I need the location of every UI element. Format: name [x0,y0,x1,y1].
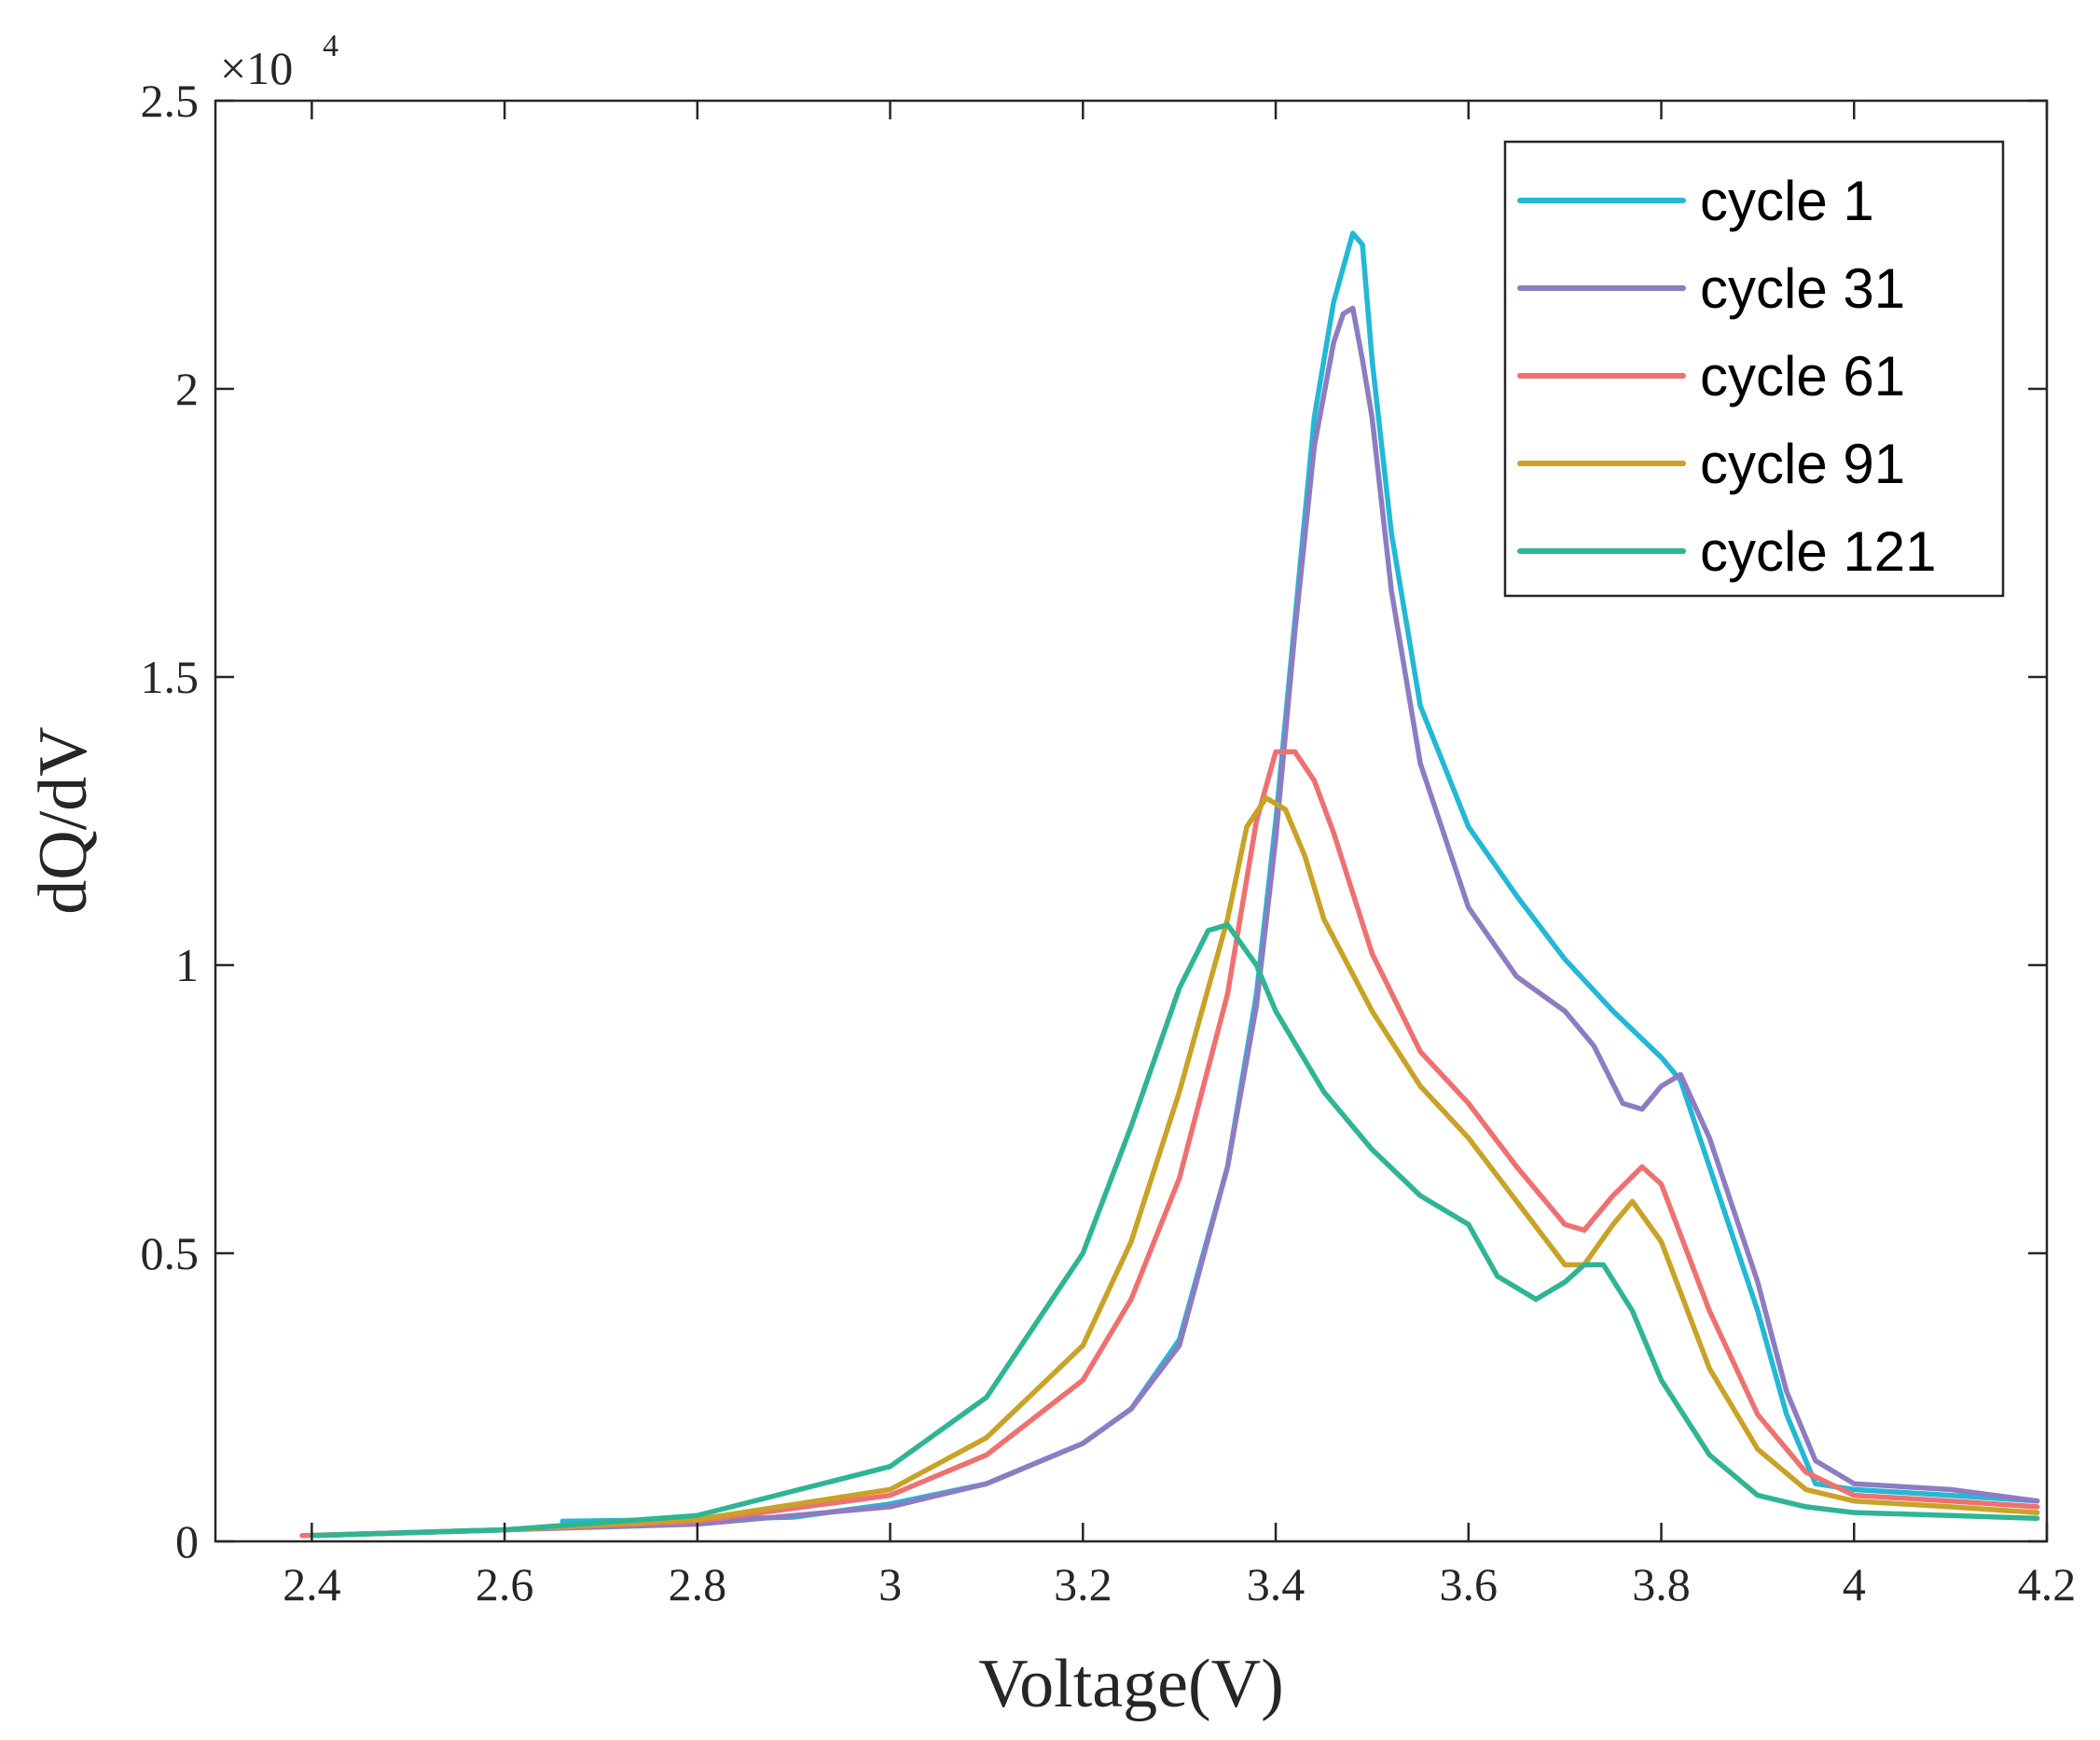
series-line-1 [309,305,2040,1539]
x-tick-label-3: 3 [878,1558,902,1610]
legend-label-4: cycle 121 [1700,520,1936,583]
x-tick-label-9: 4.2 [2018,1558,2077,1610]
y-exponent-power: 4 [323,29,338,63]
y-tick-label-3: 1.5 [141,651,200,703]
y-tick-label-5: 2.5 [141,75,200,127]
x-tick-label-8: 4 [1843,1558,1866,1610]
x-tick-label-5: 3.4 [1247,1558,1306,1610]
x-axis-ticks: 2.4 2.6 2.8 3 3.2 3.4 3.6 3.8 4 4.2 [283,101,2076,1610]
series-line-3 [309,795,2040,1539]
y-axis-ticks: 0 0.5 1 1.5 2 2.5 [141,75,2047,1567]
y-exponent-label: ×10 4 [220,29,338,94]
y-tick-label-2: 1 [175,939,199,991]
series-layer [299,230,2040,1539]
y-tick-label-0: 0 [175,1515,199,1567]
series-line-2 [299,749,2040,1539]
legend-label-0: cycle 1 [1700,170,1874,232]
legend-label-2: cycle 61 [1700,345,1905,407]
legend-label-3: cycle 91 [1700,433,1905,495]
x-tick-label-0: 2.4 [283,1558,341,1610]
y-axis-title: dQ/dV [25,726,102,914]
x-tick-label-1: 2.6 [476,1558,534,1610]
axes-box [214,99,2049,1543]
legend: cycle 1 cycle 31 cycle 61 cycle 91 cycle 121 [1503,140,2005,598]
legend-box [1503,140,2005,598]
series-line-4 [309,921,2040,1539]
y-tick-label-4: 2 [175,363,199,415]
x-tick-label-4: 3.2 [1054,1558,1112,1610]
x-tick-label-6: 3.6 [1440,1558,1499,1610]
x-axis-title: Voltage(V) [978,1646,1283,1722]
x-tick-label-2: 2.8 [669,1558,727,1610]
y-tick-label-1: 0.5 [141,1227,200,1279]
y-exponent-base: ×10 [220,42,293,94]
x-tick-label-7: 3.8 [1632,1558,1691,1610]
legend-label-1: cycle 31 [1700,257,1905,320]
